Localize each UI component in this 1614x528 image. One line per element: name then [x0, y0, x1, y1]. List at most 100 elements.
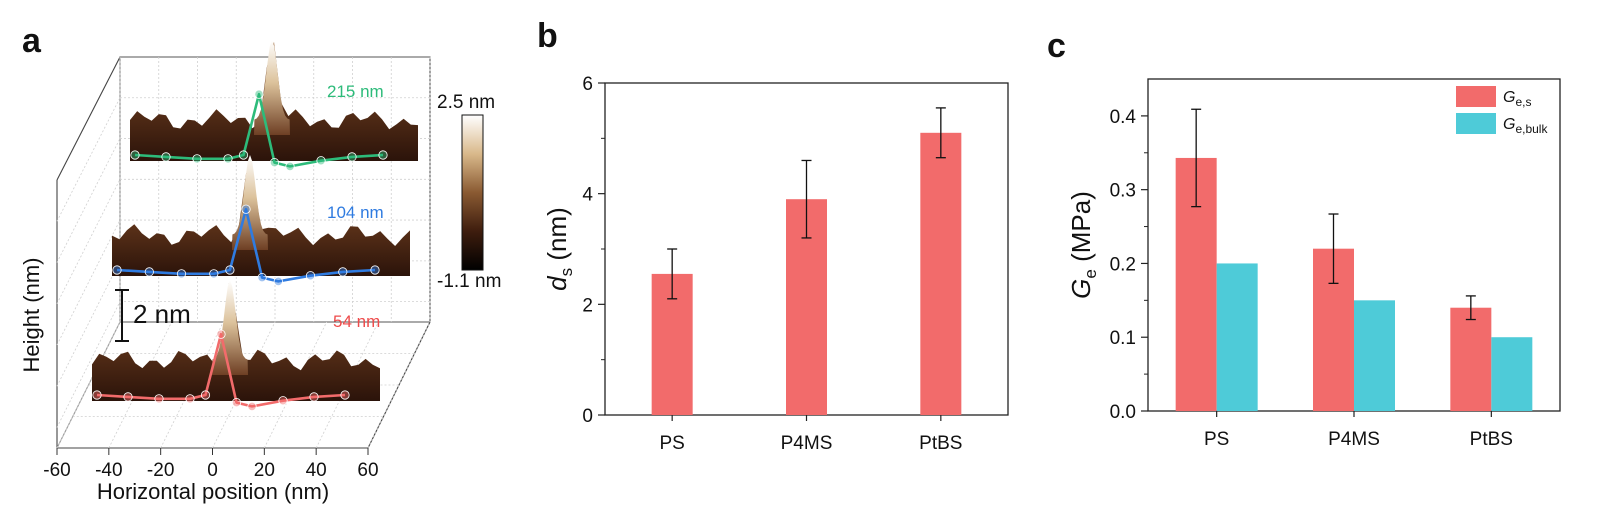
profile-data-point [338, 267, 348, 277]
x-tick-label: PS [1204, 429, 1229, 450]
colorbar-min-label: -1.1 nm [437, 271, 501, 292]
panel-c: c 0.0 0.1 0.2 0.3 0.4 PS P4MS PtBS Ge (MPa) Ge… [1047, 27, 1561, 450]
panel-b-x-axis: PS P4MS PtBS [659, 415, 962, 454]
grid-line-floor-depth [212, 321, 276, 449]
profile-label-104nm: 104 nm [327, 203, 384, 222]
profile-data-point [154, 394, 164, 404]
profile-label-54nm: 54 nm [333, 312, 380, 331]
panel-b-ylabel-tail: (nm) [542, 207, 572, 268]
panel-letter-a: a [22, 22, 42, 60]
profile-data-point [130, 150, 140, 160]
height-profiles [92, 89, 388, 411]
x-tick-label: P4MS [781, 433, 833, 454]
panel-b: b 0 2 4 6 PS P4MS PtBS ds (nm) [537, 17, 1009, 454]
profile-data-point [216, 329, 226, 339]
profile-data-point [231, 397, 242, 408]
x-tick-label: 60 [357, 460, 378, 481]
panel-c-ylabel-sub: e [1081, 269, 1100, 278]
profile-data-point [241, 204, 251, 214]
profile-data-point [340, 390, 350, 400]
x-tick-label: PtBS [1470, 429, 1513, 450]
panel-c-legend: Ge,s Ge,bulk [1456, 86, 1548, 136]
profile-data-point [309, 392, 319, 402]
bar [1354, 300, 1395, 411]
panel-c-ylabel-tail: (MPa) [1066, 191, 1096, 269]
profile-data-point [112, 265, 122, 275]
afm-surface-peak [254, 40, 290, 135]
grid-line-floor-depth [367, 321, 431, 449]
y-tick-label: 0.1 [1110, 328, 1136, 349]
grid-line-side-horizontal [56, 97, 121, 222]
y-tick-label: 0 [582, 406, 593, 427]
panel-b-ylabel-sub: s [557, 268, 576, 277]
panel-c-x-axis: PS P4MS PtBS [1204, 411, 1513, 450]
profile-data-point [269, 158, 280, 168]
profile-line [116, 207, 376, 283]
scale-bar [115, 289, 129, 342]
profile-data-point [273, 276, 283, 286]
panel-b-y-axis: 0 2 4 6 [582, 74, 605, 427]
panel-c-ylabel: Ge (MPa) [1066, 191, 1100, 299]
legend-label-gebulk-sub: e,bulk [1515, 122, 1548, 136]
panel-c-ylabel-main: G [1066, 279, 1096, 299]
profile-data-point [238, 150, 249, 160]
grid-line-floor-depth [160, 321, 224, 449]
grid-line-floor-depth [56, 321, 121, 449]
panel-c-bars [1175, 108, 1533, 411]
panel-a-xlabel: Horizontal position (nm) [97, 479, 329, 504]
profile-label-215nm: 215 nm [327, 82, 384, 101]
y-tick-label: 4 [582, 185, 593, 206]
profile-data-point [144, 267, 154, 277]
profile-data-point [347, 152, 357, 162]
grid-line-side-horizontal [56, 138, 121, 263]
panel-letter-c: c [1047, 27, 1066, 65]
x-tick-label: -60 [43, 460, 70, 481]
grid-line-floor-depth [315, 321, 379, 449]
x-tick-label: -20 [147, 460, 174, 481]
profile-line [96, 332, 346, 408]
profile-data-point [378, 150, 388, 160]
colorbar [461, 114, 484, 271]
panel-a: a 215 nm 104 nm 54 nm 2 nm 2.5 nm [19, 22, 501, 504]
profile-data-point [192, 154, 202, 164]
profile-data-point [370, 265, 380, 275]
x-tick-label: 20 [254, 460, 275, 481]
profile-data-point [223, 154, 233, 164]
profile-data-point [176, 269, 187, 279]
profile-data-point [225, 265, 235, 275]
profile-data-point [247, 401, 257, 411]
bar [1450, 307, 1492, 411]
box-left-top-edge [56, 56, 121, 181]
grid-line-side-horizontal [56, 219, 121, 346]
afm-surface-peak [232, 155, 268, 250]
x-tick-label: PS [659, 433, 684, 454]
panel-a-x-ticks: -60 -40 -20 0 20 40 60 [43, 448, 379, 481]
y-tick-label: 0.0 [1110, 402, 1136, 423]
profile-data-point [161, 152, 171, 162]
legend-label-ges-main: G [1503, 89, 1515, 106]
panel-b-ylabel-main: d [542, 275, 572, 291]
x-tick-label: PtBS [919, 433, 962, 454]
profile-data-point [257, 272, 267, 283]
panel-a-ylabel: Height (nm) [19, 258, 44, 373]
panel-b-ylabel: ds (nm) [542, 207, 576, 291]
x-tick-label: 40 [306, 460, 327, 481]
legend-label-ges-sub: e,s [1515, 95, 1531, 109]
bar [1216, 263, 1258, 411]
colorbar-max-label: 2.5 nm [437, 92, 495, 113]
grid-line-floor-depth [263, 321, 328, 449]
grid-line-side-horizontal [56, 260, 121, 387]
profile-data-point [185, 394, 195, 404]
legend-label-gebulk: Ge,bulk [1503, 116, 1548, 136]
bar [920, 132, 962, 416]
y-tick-label: 0.4 [1110, 107, 1137, 128]
profile-data-point [305, 271, 316, 281]
panel-c-y-axis: 0.0 0.1 0.2 0.3 0.4 [1110, 107, 1148, 423]
profile-data-point [200, 390, 211, 400]
afm-surface [112, 173, 410, 276]
profile-data-point [92, 390, 102, 400]
legend-label-ges: Ge,s [1503, 89, 1531, 109]
grid-line-floor-depth [108, 321, 173, 449]
scale-bar-label: 2 nm [133, 299, 191, 329]
